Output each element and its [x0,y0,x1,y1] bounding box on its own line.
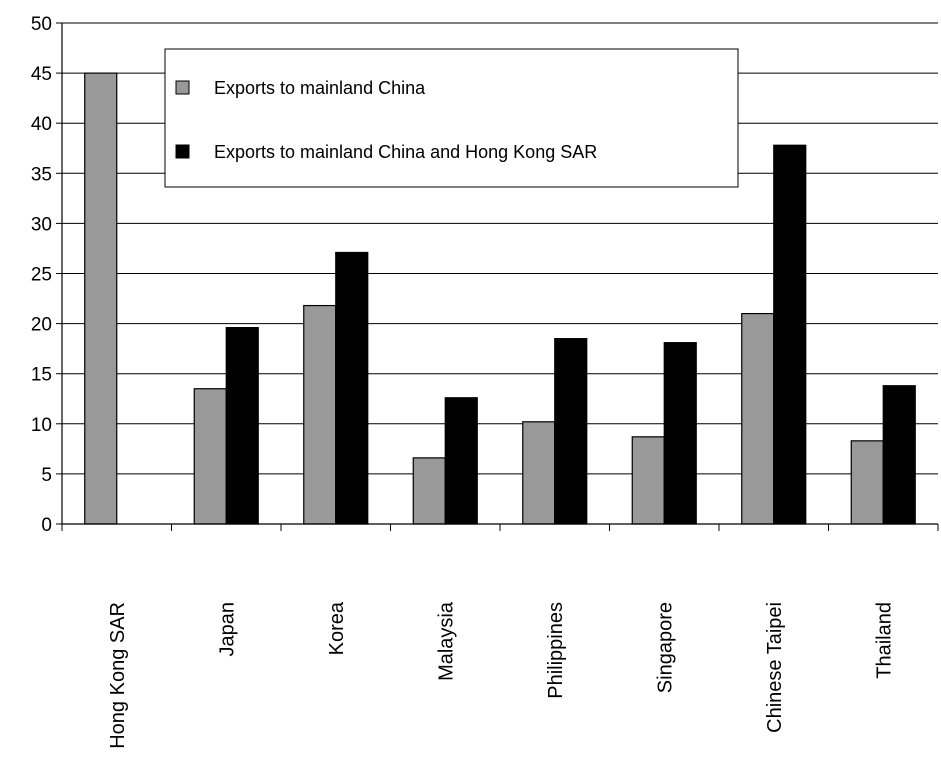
bar-china-hk-philippines [554,338,588,525]
bar-china-malaysia [412,457,446,525]
x-axis-labels: Hong Kong SAR Japan Korea Malaysia Philippin… [107,601,896,749]
y-tick-label: 45 [31,64,52,85]
bar-china-hk-chinese-taipei [773,144,807,525]
legend-box [164,48,739,188]
bar-china-hong-kong-sar [84,72,118,525]
y-tick-label: 50 [31,14,52,35]
x-category-label: Chinese Taipei [764,602,786,733]
x-category-label: Thailand [873,602,895,679]
x-category-label: Malaysia [435,601,457,681]
bar-china-hk-malaysia [444,397,478,525]
y-tick-label: 5 [41,465,52,486]
bar-china-thailand [850,440,884,525]
y-axis-ticks: 0 5 10 15 20 25 30 35 40 45 50 [31,14,62,536]
bar-china-hk-korea [335,251,369,525]
x-category-label: Korea [326,601,348,655]
legend-label: Exports to mainland China and Hong Kong … [214,142,597,162]
y-tick-label: 0 [41,515,52,536]
bar-china-philippines [522,421,556,525]
legend-swatch [175,80,190,95]
y-tick-label: 35 [31,164,52,185]
x-category-label: Philippines [545,602,567,699]
y-tick-label: 20 [31,315,52,336]
y-tick-label: 10 [31,415,52,436]
y-tick-label: 30 [31,214,52,235]
bar-china-hk-japan [225,327,259,525]
bar-china-hk-singapore [663,342,697,525]
y-tick-label: 15 [31,365,52,386]
bar-china-korea [303,304,337,525]
bar-china-chinese-taipei [741,312,775,525]
y-tick-label: 25 [31,265,52,286]
bar-china-hk-thailand [882,385,916,525]
x-category-label: Hong Kong SAR [107,602,129,749]
bar-china-japan [193,388,227,525]
x-category-label: Singapore [654,602,676,693]
legend-swatch [175,144,190,159]
bar-china-singapore [631,436,665,525]
x-category-label: Japan [216,602,238,657]
legend-label: Exports to mainland China [214,78,426,98]
legend: Exports to mainland China Exports to main… [164,48,739,188]
y-tick-label: 40 [31,114,52,135]
